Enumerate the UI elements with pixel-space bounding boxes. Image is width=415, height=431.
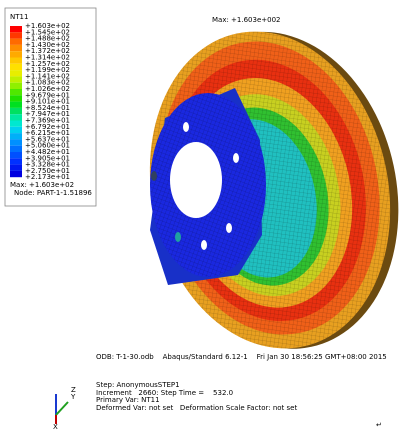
legend-label: +1.026e+02	[25, 85, 70, 93]
legend-swatch	[10, 76, 22, 83]
axis-triad: Z Y X	[53, 386, 76, 431]
legend-label: +1.545e+02	[25, 28, 70, 36]
legend-swatch	[10, 158, 22, 165]
legend-swatch	[10, 170, 22, 178]
legend-label: +5.637e+01	[25, 135, 70, 143]
legend-swatch	[10, 114, 22, 121]
legend-node: Node: PART-1-1.51896	[14, 189, 92, 197]
legend-swatch	[10, 152, 22, 159]
legend-swatch	[10, 101, 22, 108]
bolt-hole	[175, 232, 181, 242]
legend-label: +2.173e+01	[25, 173, 70, 181]
legend-label: +6.215e+01	[25, 129, 70, 137]
step-info: Step: AnonymousSTEP1	[96, 381, 180, 389]
legend-title: NT11	[10, 13, 28, 21]
legend-max: Max: +1.603e+02	[10, 181, 74, 189]
legend-label: +1.314e+02	[25, 54, 70, 62]
increment-info: Increment 2660: Step Time = 532.0	[96, 389, 233, 397]
legend-swatch	[10, 107, 22, 115]
legend-swatch	[10, 44, 22, 52]
bolt-hole	[201, 240, 207, 250]
triad-x: X	[53, 423, 58, 431]
legend-swatch	[10, 82, 22, 89]
legend-label: +1.199e+02	[25, 66, 70, 74]
legend-label: +1.141e+02	[25, 72, 70, 80]
legend-label: +6.792e+01	[25, 123, 70, 131]
legend-swatch	[10, 164, 22, 171]
center-hole	[170, 142, 222, 218]
legend-label: +5.060e+01	[25, 142, 70, 150]
legend-swatch	[10, 63, 22, 71]
legend-swatch	[10, 133, 22, 140]
legend-label: +7.947e+01	[25, 110, 70, 118]
bolt-hole	[226, 223, 232, 233]
legend-label: +9.101e+01	[25, 98, 70, 106]
legend-swatch	[10, 26, 22, 33]
bolt-hole	[233, 153, 239, 163]
legend-label: +1.372e+02	[25, 47, 70, 55]
legend: +1.603e+02+1.545e+02+1.488e+02+1.430e+02…	[10, 22, 70, 181]
legend-label: +8.524e+01	[25, 104, 70, 112]
legend-swatch	[10, 32, 22, 39]
legend-label: +1.488e+02	[25, 35, 70, 43]
legend-swatch	[10, 57, 22, 64]
triad-z: Z	[71, 386, 76, 394]
legend-swatch	[10, 139, 22, 146]
primary-var: Primary Var: NT11	[96, 396, 160, 404]
legend-swatch	[10, 95, 22, 102]
legend-label: +2.750e+01	[25, 167, 70, 175]
legend-label: +1.083e+02	[25, 79, 70, 87]
legend-label: +9.679e+01	[25, 91, 70, 99]
legend-swatch	[10, 145, 22, 152]
return-mark: ↵	[376, 421, 382, 429]
legend-label: +4.482e+01	[25, 148, 70, 156]
bolt-hole	[183, 122, 189, 132]
hub	[150, 88, 266, 285]
bolt-hole	[151, 171, 157, 181]
deformed-var: Deformed Var: not set Deformation Scale …	[96, 404, 297, 412]
legend-swatch	[10, 120, 22, 127]
triad-y: Y	[70, 393, 76, 401]
legend-swatch	[10, 89, 22, 96]
legend-swatch	[10, 51, 22, 58]
legend-label: +1.257e+02	[25, 60, 70, 68]
legend-swatch	[10, 38, 22, 45]
model-max: Max: +1.603e+002	[212, 16, 281, 24]
legend-label: +3.328e+01	[25, 161, 70, 169]
odb-info: ODB: T-1-30.odb Abaqus/Standard 6.12-1 F…	[96, 353, 387, 361]
legend-label: +3.905e+01	[25, 154, 70, 162]
legend-swatch	[10, 126, 22, 134]
legend-label: +7.369e+01	[25, 117, 70, 125]
legend-swatch	[10, 70, 22, 77]
legend-label: +1.430e+02	[25, 41, 70, 49]
legend-label: +1.603e+02	[25, 22, 70, 30]
